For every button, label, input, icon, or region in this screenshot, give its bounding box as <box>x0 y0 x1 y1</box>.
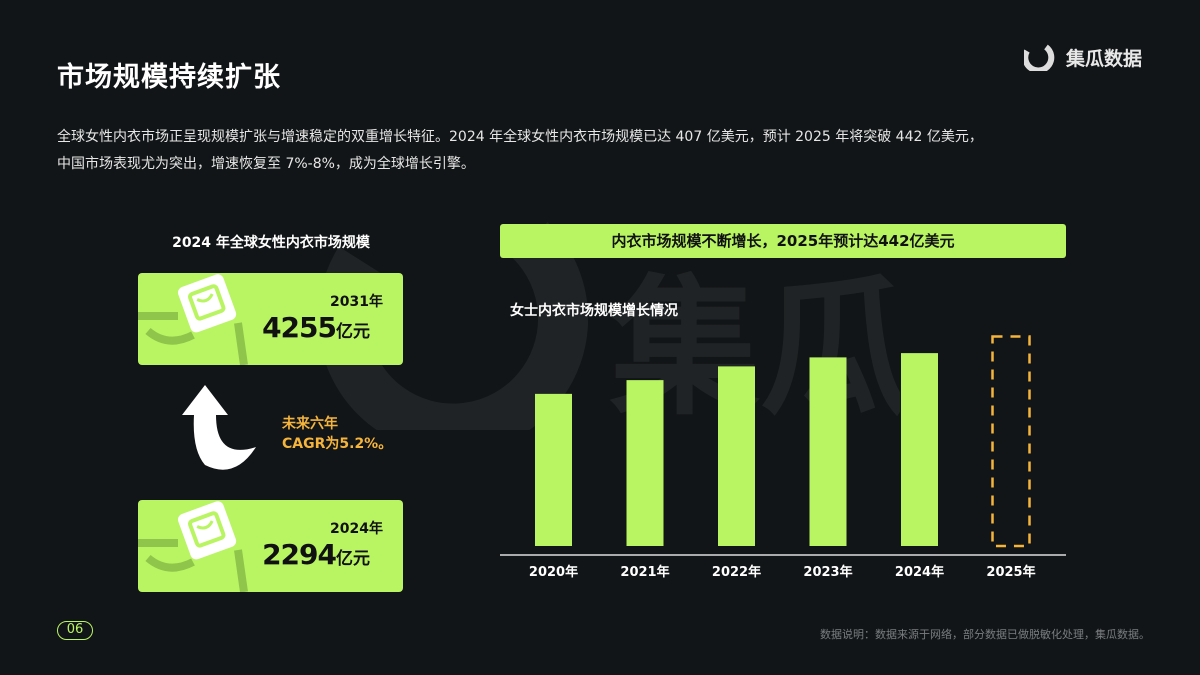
cagr-line: CAGR为5.2%。 <box>282 436 393 452</box>
card-year: 2024年 <box>330 521 383 537</box>
brand-logo: 集瓜数据 <box>1024 43 1142 71</box>
cagr-line: 未来六年 <box>282 416 338 432</box>
market-card-2031: 2031年 4255亿元 <box>138 273 403 365</box>
card-value: 4255亿元 <box>262 311 370 344</box>
bar-2024年 <box>901 353 938 546</box>
chart-title: 女士内衣市场规模增长情况 <box>510 303 678 319</box>
bag-icon <box>138 501 248 592</box>
card-value: 2294亿元 <box>262 538 370 571</box>
bar-2020年 <box>535 393 572 546</box>
bar-chart: 2020年 2021年 2022年 2023年 2024年 2025年 <box>500 335 1066 580</box>
description-line: 全球女性内衣市场正呈现规模扩张与增速稳定的双重增长特征。2024 年全球女性内衣… <box>57 129 983 145</box>
value-unit: 亿元 <box>336 322 370 342</box>
up-arrow-icon <box>182 385 256 470</box>
description-line: 中国市场表现尤为突出，增速恢复至 7%-8%，成为全球增长引擎。 <box>57 156 475 172</box>
page-number: 06 <box>57 621 93 640</box>
x-tick-label: 2020年 <box>529 564 578 580</box>
bar-2025年 <box>991 335 1031 548</box>
x-tick-label: 2021年 <box>620 564 669 580</box>
headline-banner: 内衣市场规模不断增长，2025年预计达442亿美元 <box>500 224 1066 258</box>
x-tick-label: 2025年 <box>986 564 1035 580</box>
value-number: 4255 <box>262 311 337 344</box>
bag-icon <box>138 274 248 365</box>
cagr-note: 未来六年 CAGR为5.2%。 <box>282 414 392 454</box>
logo-text: 集瓜数据 <box>1066 47 1143 70</box>
data-source-note: 数据说明：数据来源于网络，部分数据已做脱敏化处理，集瓜数据。 <box>820 628 1150 641</box>
logo-icon <box>1024 44 1055 71</box>
x-tick-label: 2024年 <box>895 564 944 580</box>
left-panel-title: 2024 年全球女性内衣市场规模 <box>172 235 370 251</box>
page-title: 市场规模持续扩张 <box>57 62 281 93</box>
x-tick-label: 2022年 <box>712 564 761 580</box>
card-year: 2031年 <box>330 294 383 310</box>
description: 全球女性内衣市场正呈现规模扩张与增速稳定的双重增长特征。2024 年全球女性内衣… <box>57 124 1157 178</box>
value-unit: 亿元 <box>336 549 370 569</box>
value-number: 2294 <box>262 538 337 571</box>
bar-2021年 <box>626 380 664 546</box>
x-tick-label: 2023年 <box>803 564 852 580</box>
bar-2022年 <box>718 366 755 546</box>
bar-2023年 <box>809 357 847 546</box>
market-card-2024: 2024年 2294亿元 <box>138 500 403 592</box>
